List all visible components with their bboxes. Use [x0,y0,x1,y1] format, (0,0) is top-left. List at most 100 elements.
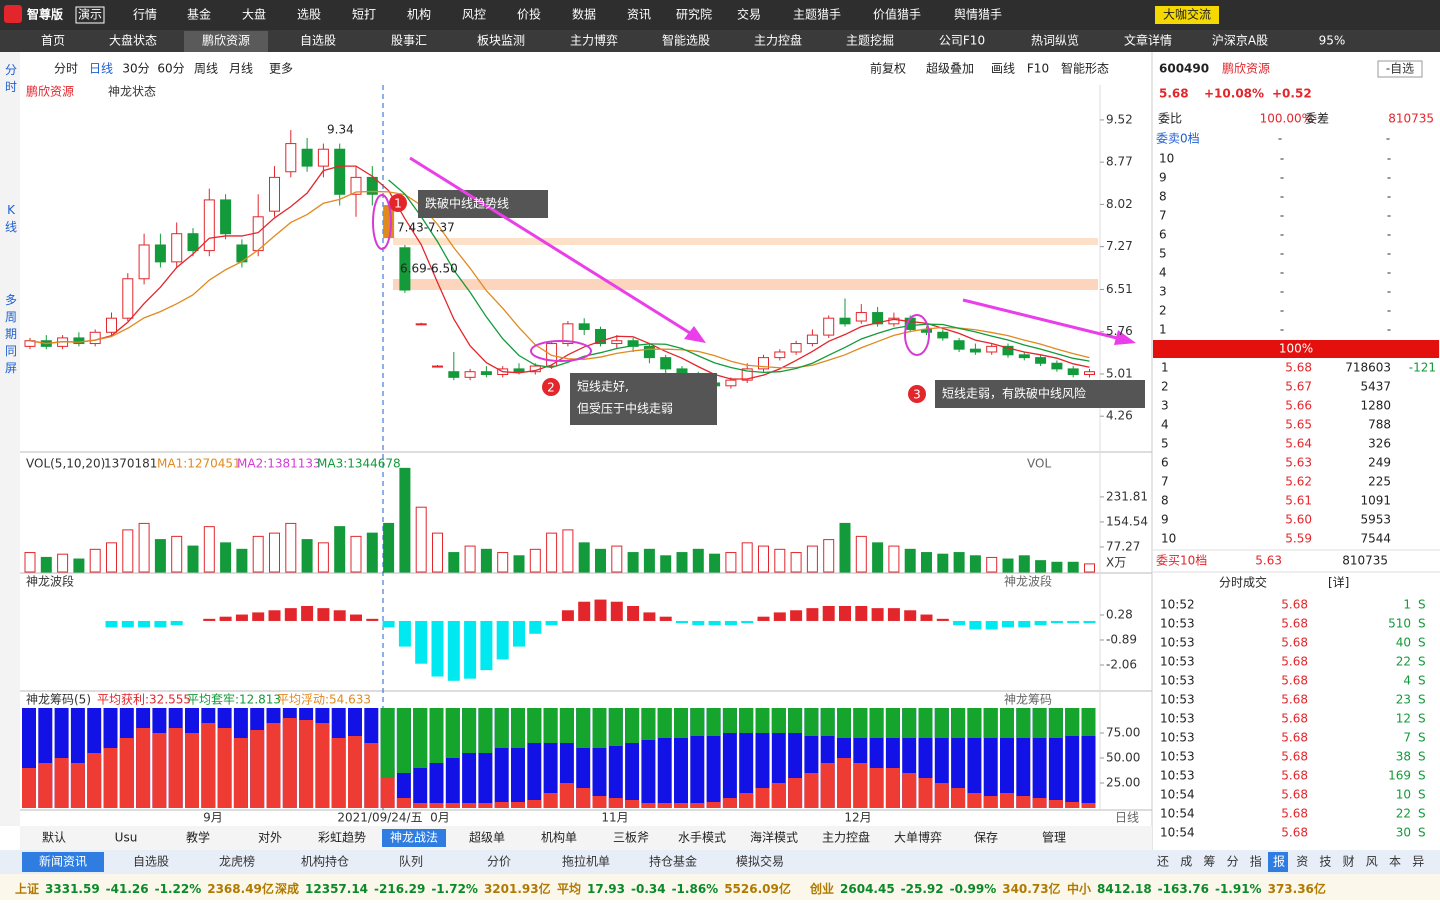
ask-price: - [1280,152,1284,166]
menu-item[interactable]: 资讯 [627,8,651,22]
trade-price: 5.68 [1281,826,1308,840]
menu-item[interactable]: 交易 [737,7,761,22]
strategy-tab[interactable]: 三板斧 [613,831,649,845]
menu-item[interactable]: 数据 [572,7,596,22]
news-tab[interactable]: 分价 [487,855,511,869]
chip-profit [1065,802,1080,808]
strategy-tab[interactable]: 对外 [258,831,282,845]
trade-volume: 22 [1396,655,1411,669]
tab[interactable]: 大盘状态 [109,33,157,48]
period-button[interactable]: 日线 [89,62,113,76]
menu-item[interactable]: 短打 [352,8,376,22]
tool-button[interactable]: 画线 [991,62,1015,76]
quick-tab[interactable]: 报 [1273,854,1285,869]
strategy-tab[interactable]: Usu [115,831,138,845]
strategy-tab[interactable]: 主力控盘 [822,830,870,845]
menu-item[interactable]: 选股 [297,8,321,22]
period-button[interactable]: 周线 [194,62,218,76]
period-button[interactable]: 60分 [157,62,184,76]
strategy-tab[interactable]: 大单博弈 [894,830,942,845]
trade-side: S [1418,655,1426,669]
add-watchlist[interactable]: -自选 [1386,62,1414,76]
period-button[interactable]: 分时 [54,62,78,76]
strategy-tab[interactable]: 海洋模式 [750,830,798,845]
side-tab[interactable]: 分时 [5,63,17,94]
quick-tab[interactable]: 风 [1366,855,1378,869]
tab[interactable]: 主力博弈 [570,33,618,48]
tab[interactable]: 智能选股 [662,33,710,48]
news-tab[interactable]: 拖拉机单 [562,854,610,869]
menu-item[interactable]: 行情 [133,8,157,22]
tab[interactable]: 鹏欣资源 [202,34,250,48]
news-tab[interactable]: 自选股 [133,855,169,869]
menu-item[interactable]: 主题猎手 [793,8,841,22]
news-tab[interactable]: 队列 [399,854,423,869]
wave-bar [333,610,346,621]
tab[interactable]: 文章详情 [1124,33,1172,48]
menu-item[interactable]: 价值猎手 [873,7,921,22]
tab[interactable]: 股事汇 [391,34,427,48]
menu-item[interactable]: 机构 [407,7,431,22]
strategy-tab[interactable]: 彩虹趋势 [318,831,366,845]
menu-item[interactable]: 基金 [187,7,211,22]
strategy-tab[interactable]: 保存 [974,831,998,845]
tab[interactable]: 公司F10 [939,34,985,48]
strategy-tab[interactable]: 机构单 [541,830,577,845]
exchange-button[interactable]: 大咖交流 [1163,7,1211,22]
quick-tab[interactable]: 指 [1250,854,1262,869]
quick-tab[interactable]: 筹 [1203,855,1215,869]
tab[interactable]: 主题挖掘 [846,33,894,48]
quick-tab[interactable]: 还 [1157,855,1169,869]
menu-item[interactable]: 研究院 [676,7,712,22]
menu-item[interactable]: 价投 [517,7,541,22]
menu-item[interactable]: 大盘 [242,7,266,22]
tab[interactable]: 热词纵览 [1031,33,1079,48]
menu-item[interactable]: 舆情猎手 [954,7,1002,22]
strategy-tab[interactable]: 超级单 [469,830,505,845]
menu-item[interactable]: 风控 [462,8,486,22]
tab[interactable]: 沪深京A股 [1212,34,1268,48]
quick-tab[interactable]: 异 [1412,855,1424,869]
news-tab[interactable]: 模拟交易 [736,854,784,869]
wave-bar [676,620,688,624]
news-tab[interactable]: 龙虎榜 [219,854,255,869]
ask-level: 4 [1159,266,1167,280]
strategy-tab[interactable]: 管理 [1042,830,1066,845]
side-tab[interactable]: 多周期同屏 [5,293,17,375]
volume-bar [1018,555,1030,573]
chip-trapped [657,708,672,738]
strategy-tab[interactable]: 默认 [42,830,66,845]
volume-bar [154,539,166,573]
quick-tab[interactable]: 分 [1227,855,1239,869]
strategy-tab[interactable]: 神龙战法 [390,831,438,845]
period-button[interactable]: 更多 [269,62,293,76]
quick-tab[interactable]: 财 [1343,855,1355,869]
trade-volume: 22 [1396,807,1411,821]
strategy-tab[interactable]: 教学 [186,830,210,845]
news-tab[interactable]: 机构持仓 [301,854,349,869]
tool-button[interactable]: 超级叠加 [926,61,974,76]
tool-button[interactable]: F10 [1027,62,1049,76]
tool-button[interactable]: 智能形态 [1061,61,1109,76]
chip-profit [788,778,803,808]
news-tab[interactable]: 新闻资讯 [39,854,87,869]
trade-price: 5.68 [1281,674,1308,688]
quick-tab[interactable]: 本 [1389,855,1401,869]
news-tab[interactable]: 持仓基金 [649,854,697,869]
quick-tab[interactable]: 技 [1319,855,1331,869]
tab[interactable]: 首页 [41,34,65,48]
tab[interactable]: 主力控盘 [754,33,802,48]
candle-body [1067,368,1079,376]
trades-detail[interactable]: [详] [1328,575,1349,590]
callout-badge [542,378,560,396]
tool-button[interactable]: 前复权 [870,61,906,76]
chip-profit [674,803,688,808]
strategy-tab[interactable]: 水手模式 [678,831,726,845]
period-button[interactable]: 月线 [229,62,253,76]
quick-tab[interactable]: 资 [1296,855,1308,869]
tab[interactable]: 自选股 [300,34,336,48]
tab[interactable]: 板块监测 [477,34,525,48]
quick-tab[interactable]: 成 [1180,855,1192,869]
period-button[interactable]: 30分 [122,62,149,76]
